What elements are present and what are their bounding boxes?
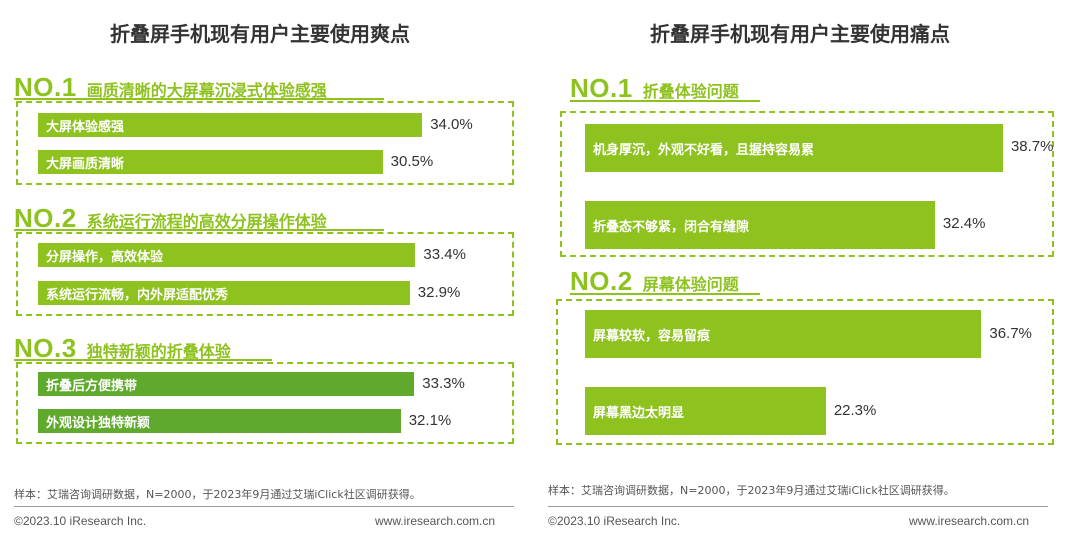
rank-label: 画质清晰的大屏幕沉浸式体验感强: [86, 81, 327, 100]
bar-label: 大屏画质清晰: [46, 156, 125, 172]
bar-label: 机身厚沉，外观不好看，且握持容易累: [593, 142, 815, 158]
right-group-2-box: [556, 299, 1054, 445]
rank-label: 系统运行流程的高效分屏操作体验: [86, 212, 327, 231]
rank-underline: [14, 98, 384, 100]
bar: 外观设计独特新颖: [38, 409, 401, 433]
bar-value-label: 33.3%: [422, 375, 465, 392]
bar: 大屏画质清晰: [38, 150, 383, 174]
rank-number: NO.2: [570, 266, 633, 296]
left-group-2-box: [16, 232, 514, 316]
left-rank-1-heading: NO.1 画质清晰的大屏幕沉浸式体验感强: [14, 72, 327, 103]
bar: 分屏操作，高效体验: [38, 243, 416, 267]
rank-underline: [570, 293, 760, 295]
bar-value-label: 36.7%: [989, 325, 1032, 342]
rank-label: 屏幕体验问题: [642, 275, 739, 294]
bar: 大屏体验感强: [38, 113, 423, 137]
website: www.iresearch.com.cn: [909, 514, 1030, 528]
bar-value-label: 30.5%: [390, 153, 434, 170]
bar-value-label: 38.7%: [1010, 138, 1054, 155]
bar-value-label: 33.4%: [423, 246, 466, 263]
sample-note: 样本：艾瑞咨询调研数据，N=2000，于2023年9月通过艾瑞iClick社区调…: [14, 488, 421, 501]
bar-value-label: 32.1%: [408, 412, 452, 429]
bar-label: 屏幕较软，容易留痕: [593, 328, 711, 344]
bar-value-label: 32.4%: [942, 215, 986, 232]
rank-underline: [14, 359, 272, 361]
website: www.iresearch.com.cn: [375, 514, 496, 528]
footer-divider: [548, 506, 1048, 507]
left-group-1-box: [16, 101, 514, 185]
right-rank-1-heading: NO.1 折叠体验问题: [570, 73, 739, 104]
bar: 系统运行流畅，内外屏适配优秀: [38, 281, 410, 305]
bar-label: 系统运行流畅，内外屏适配优秀: [46, 287, 229, 303]
rank-label: 折叠体验问题: [642, 82, 739, 101]
bar: 屏幕较软，容易留痕: [585, 310, 982, 358]
bar-label: 折叠态不够紧，闭合有缝隙: [593, 219, 750, 235]
rank-number: NO.1: [570, 73, 633, 103]
bar-label: 外观设计独特新颖: [46, 415, 151, 431]
bar-label: 大屏体验感强: [46, 119, 125, 135]
right-chart-title: 折叠屏手机现有用户主要使用痛点: [650, 22, 950, 46]
bar-label: 分屏操作，高效体验: [46, 249, 164, 265]
sample-note: 样本：艾瑞咨询调研数据，N=2000，于2023年9月通过艾瑞iClick社区调…: [548, 484, 955, 497]
right-rank-2-heading: NO.2 屏幕体验问题: [570, 266, 739, 297]
rank-label: 独特新颖的折叠体验: [86, 342, 231, 361]
left-rank-2-heading: NO.2 系统运行流程的高效分屏操作体验: [14, 203, 327, 234]
copyright: ©2023.10 iResearch Inc.: [548, 514, 681, 528]
bar-label: 屏幕黑边太明显: [593, 405, 685, 421]
bar: 屏幕黑边太明显: [585, 387, 826, 435]
bar: 机身厚沉，外观不好看，且握持容易累: [585, 124, 1003, 172]
right-group-1-box: [560, 111, 1054, 257]
rank-number: NO.3: [14, 333, 77, 363]
bar-value-label: 34.0%: [430, 116, 473, 133]
footer-divider: [14, 506, 514, 507]
bar: 折叠后方便携带: [38, 372, 415, 396]
left-rank-3-heading: NO.3 独特新颖的折叠体验: [14, 333, 231, 364]
rank-number: NO.2: [14, 203, 77, 233]
bar-value-label: 22.3%: [833, 402, 877, 419]
rank-number: NO.1: [14, 72, 77, 102]
bar-label: 折叠后方便携带: [46, 378, 138, 394]
left-chart-title: 折叠屏手机现有用户主要使用爽点: [110, 22, 410, 46]
bar-value-label: 32.9%: [417, 284, 461, 301]
rank-underline: [14, 229, 384, 231]
bar: 折叠态不够紧，闭合有缝隙: [585, 201, 935, 249]
copyright: ©2023.10 iResearch Inc.: [14, 514, 147, 528]
rank-underline: [570, 100, 760, 102]
left-group-3-box: [16, 362, 514, 444]
